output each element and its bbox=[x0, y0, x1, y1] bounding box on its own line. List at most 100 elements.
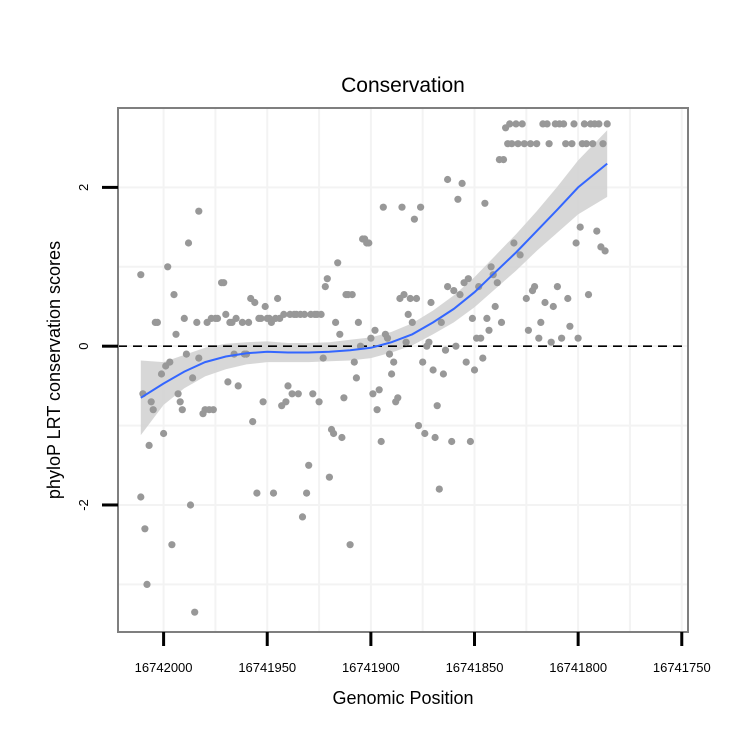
data-point bbox=[510, 239, 518, 247]
data-point bbox=[274, 294, 282, 303]
data-point bbox=[408, 318, 416, 326]
data-point bbox=[497, 318, 506, 326]
data-point bbox=[269, 489, 278, 497]
data-point bbox=[448, 437, 456, 446]
smooth-line-layer bbox=[140, 162, 608, 399]
data-point bbox=[390, 358, 398, 366]
x-tick-label: 16741900 bbox=[342, 660, 400, 675]
data-point bbox=[325, 473, 333, 481]
data-point bbox=[558, 334, 566, 342]
data-point bbox=[444, 175, 452, 184]
data-point bbox=[178, 406, 186, 414]
data-point bbox=[317, 310, 325, 318]
data-point bbox=[385, 350, 394, 358]
data-point bbox=[520, 140, 528, 148]
data-point bbox=[564, 294, 572, 303]
data-point bbox=[516, 251, 524, 259]
data-point bbox=[394, 394, 402, 402]
data-point bbox=[400, 291, 408, 299]
data-point bbox=[568, 140, 576, 148]
x-tick-label: 16741750 bbox=[653, 660, 711, 675]
data-point bbox=[433, 402, 441, 410]
data-point bbox=[570, 120, 578, 128]
data-point bbox=[421, 429, 429, 438]
data-point bbox=[437, 318, 445, 326]
data-point bbox=[319, 354, 327, 362]
data-point bbox=[176, 398, 184, 406]
data-point bbox=[288, 390, 296, 398]
data-point bbox=[545, 140, 553, 148]
data-point bbox=[412, 294, 421, 303]
x-tick-label: 16741800 bbox=[549, 660, 607, 675]
data-point bbox=[450, 287, 458, 295]
data-point bbox=[547, 338, 555, 346]
data-point bbox=[425, 338, 433, 346]
data-point bbox=[419, 358, 427, 366]
scatter-points bbox=[137, 120, 611, 616]
data-point bbox=[280, 310, 288, 318]
data-point bbox=[298, 513, 307, 521]
data-point bbox=[184, 239, 193, 247]
x-tick-label: 16741850 bbox=[446, 660, 504, 675]
data-point bbox=[454, 195, 462, 203]
data-point bbox=[526, 140, 535, 148]
data-point bbox=[338, 433, 346, 442]
data-point bbox=[373, 406, 381, 414]
data-point bbox=[470, 366, 479, 374]
data-point bbox=[305, 461, 313, 469]
x-tick-label: 16742000 bbox=[135, 660, 193, 675]
smooth-line bbox=[140, 162, 608, 399]
y-tick-label: 0 bbox=[76, 343, 91, 350]
data-point bbox=[346, 541, 354, 549]
data-point bbox=[458, 179, 466, 187]
data-point bbox=[186, 501, 195, 509]
data-point bbox=[309, 390, 317, 398]
data-point bbox=[531, 283, 539, 291]
data-point bbox=[377, 437, 385, 446]
data-point bbox=[350, 358, 358, 366]
panel-border bbox=[117, 107, 689, 633]
data-point bbox=[249, 418, 257, 426]
data-point bbox=[153, 318, 161, 326]
data-point bbox=[462, 358, 470, 366]
data-point bbox=[168, 541, 176, 549]
data-point bbox=[141, 525, 149, 533]
data-point bbox=[549, 302, 557, 311]
data-point bbox=[566, 322, 574, 330]
data-point bbox=[601, 247, 609, 255]
data-point bbox=[330, 429, 338, 438]
data-point bbox=[379, 203, 387, 211]
chart-title: Conservation bbox=[341, 74, 465, 97]
data-point bbox=[595, 120, 603, 128]
data-point bbox=[157, 370, 166, 378]
confidence-band bbox=[140, 130, 608, 436]
data-point bbox=[300, 310, 309, 318]
data-point bbox=[143, 580, 151, 589]
data-point bbox=[574, 334, 582, 342]
data-point bbox=[261, 302, 269, 311]
data-point bbox=[404, 310, 412, 318]
data-point bbox=[367, 334, 375, 342]
x-axis-ticks: 16742000 16741950 16741900 16741850 16741800… bbox=[135, 632, 711, 675]
data-point bbox=[170, 291, 178, 299]
data-point bbox=[535, 334, 543, 342]
data-point bbox=[137, 493, 145, 501]
data-point bbox=[137, 271, 145, 279]
data-point bbox=[340, 394, 348, 402]
data-point bbox=[427, 298, 435, 307]
data-point bbox=[541, 298, 549, 307]
data-point bbox=[481, 199, 489, 207]
data-point bbox=[491, 302, 499, 311]
data-point bbox=[213, 314, 222, 322]
data-point bbox=[209, 406, 217, 414]
data-point bbox=[365, 239, 373, 247]
confidence-band-layer bbox=[140, 130, 608, 436]
data-point bbox=[493, 279, 501, 287]
y-axis-title: phyloP LRT conservation scores bbox=[44, 241, 64, 499]
data-point bbox=[182, 350, 190, 358]
data-point bbox=[259, 398, 267, 406]
x-axis-title: Genomic Position bbox=[332, 688, 473, 708]
data-point bbox=[375, 386, 383, 394]
data-point bbox=[543, 120, 551, 128]
